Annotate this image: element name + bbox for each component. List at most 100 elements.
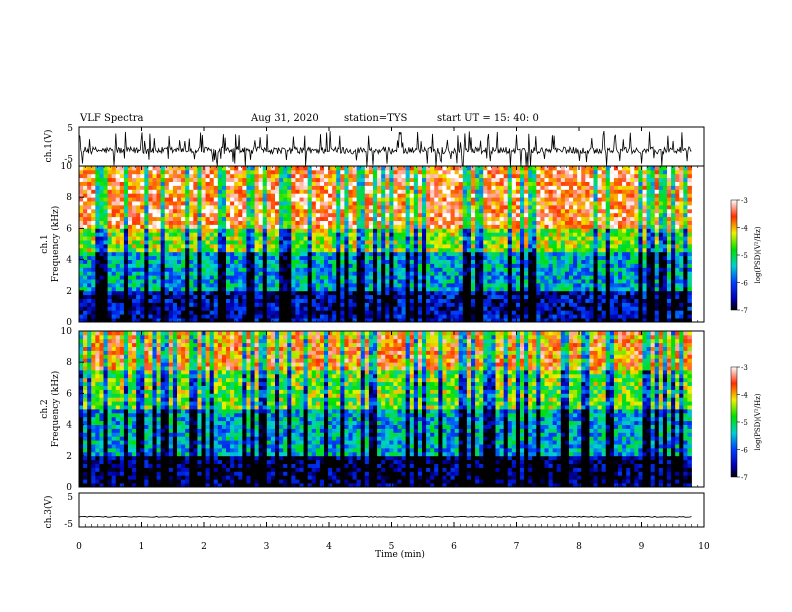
ch1-spectrogram-cell	[560, 290, 566, 296]
ch1-spectrogram-cell	[270, 232, 276, 237]
ch1-spectrogram-cell	[262, 318, 268, 323]
ch1-spectrogram-cell	[132, 263, 137, 268]
ch1-spectrogram-cell	[499, 306, 505, 311]
ch1-spectrogram-cell	[401, 302, 407, 307]
ch1-spectrogram-cell	[364, 212, 370, 218]
ch1-spectrogram-cell	[287, 318, 292, 323]
ch1-spectrogram-cell	[168, 189, 174, 194]
ch1-spectrogram-cell	[560, 208, 566, 214]
ch1-spectrogram-cell	[569, 318, 574, 323]
ch1-spectrogram-cell	[409, 216, 415, 221]
ch1-spectrogram-cell	[368, 216, 374, 221]
ch1-spectrogram-cell	[209, 201, 215, 206]
ch1-spectrogram-cell	[295, 298, 300, 303]
ch1-spectrogram-cell	[246, 244, 251, 249]
ch1-spectrogram-cell	[475, 185, 480, 190]
ch1-spectrogram-cell	[507, 279, 513, 284]
ch1-spectrogram-cell	[573, 286, 578, 292]
ch1-spectrogram-cell	[573, 275, 578, 280]
ch1-spectrogram-cell	[364, 216, 370, 221]
ch1-spectrogram-cell	[393, 201, 398, 206]
ch1-spectrogram-cell	[520, 298, 525, 303]
ch1-spectrogram-cell	[356, 271, 362, 276]
ch1-spectrogram-cell	[201, 173, 206, 179]
ch1-spectrogram-cell	[123, 290, 129, 296]
ch1-spectrogram-cell	[409, 247, 415, 253]
ch1-spectrogram-cell	[381, 181, 386, 186]
ch1-spectrogram-cell	[79, 275, 84, 280]
ch1-spectrogram-cell	[103, 228, 108, 233]
ch1-spectrogram-cell	[454, 286, 460, 292]
ch1-spectrogram-cell	[381, 251, 386, 257]
ch1-spectrogram-cell	[291, 306, 296, 311]
ch1-spectrogram-cell	[458, 244, 464, 249]
ch1-spectrogram-cell	[560, 279, 566, 284]
ch1-spectrogram-cell	[548, 205, 554, 210]
ch1-spectrogram-cell	[168, 310, 174, 315]
ch1-spectrogram-cell	[368, 298, 374, 303]
ch1-spectrogram-cell	[132, 236, 137, 241]
ch1-spectrogram-cell	[238, 298, 243, 303]
ch1-spectrogram-cell	[393, 271, 398, 276]
ch1-spectrogram-cell	[548, 197, 554, 202]
ch1-spectrogram-cell	[111, 259, 117, 264]
ch1-spectrogram-cell	[119, 236, 125, 241]
ch1-spectrogram-cell	[569, 212, 574, 218]
ch1-spectrogram-cell	[140, 197, 145, 202]
ch1-spectrogram-cell	[181, 205, 186, 210]
ch1-spectrogram-cell	[226, 318, 231, 323]
ch1-spectrogram-cell	[111, 271, 117, 276]
ch1-spectrogram-cell	[99, 232, 104, 237]
ch1-spectrogram-cell	[258, 201, 264, 206]
ch1-spectrogram-cell	[266, 185, 272, 190]
ch1-spectrogram-cell	[577, 267, 582, 272]
ch1-spectrogram-cell	[569, 185, 574, 190]
ch1-spectrogram-cell	[385, 279, 390, 284]
ch1-spectrogram-cell	[250, 189, 255, 194]
ch1-spectrogram-cell	[401, 259, 407, 264]
ch1-spectrogram-cell	[397, 271, 402, 276]
ch1-spectrogram-cell	[458, 318, 464, 323]
ch1-spectrogram-cell	[189, 306, 194, 311]
ch1-spectrogram-cell	[303, 306, 309, 311]
ch1-spectrogram-cell	[540, 283, 545, 288]
ch1-spectrogram-cell	[299, 247, 304, 253]
ch1-spectrogram-cell	[319, 236, 325, 241]
ch1-spectrogram-cell	[483, 294, 488, 299]
ch1-spectrogram-cell	[560, 263, 566, 268]
ch1-spectrogram-cell	[552, 298, 558, 303]
ch1-spectrogram-cell	[581, 271, 586, 276]
ch1-spectrogram-cell	[185, 318, 190, 323]
ch1-spectrogram-cell	[91, 208, 96, 214]
ch1-spectrogram-cell	[462, 283, 468, 288]
ch1-spectrogram-cell	[299, 283, 304, 288]
ch1-spectrogram-cell	[475, 298, 480, 303]
ch1-spectrogram-cell	[352, 212, 358, 218]
ch1-spectrogram-cell	[238, 267, 243, 272]
ch1-spectrogram-cell	[291, 298, 296, 303]
ch1-spectrogram-cell	[495, 212, 500, 218]
ch1-spectrogram-cell	[140, 228, 145, 233]
ch1-spectrogram-cell	[189, 290, 194, 296]
ch1-spectrogram-cell	[144, 201, 149, 206]
ch1-spectrogram-cell	[136, 302, 141, 307]
ch1-spectrogram-cell	[573, 236, 578, 241]
ch1-spectrogram-cell	[446, 208, 451, 214]
ch1-spectrogram-cell	[405, 271, 411, 276]
ch1-spectrogram-cell	[515, 267, 521, 272]
ch1-spectrogram-cell	[136, 271, 141, 276]
ch1-spectrogram-cell	[556, 201, 562, 206]
ch1-spectrogram-cell	[499, 166, 505, 171]
ch1-spectrogram-cell	[226, 259, 231, 264]
ch1-spectrogram-cell	[405, 302, 411, 307]
ch1-spectrogram-cell	[556, 267, 562, 272]
ch1-spectrogram-cell	[479, 290, 484, 296]
ch1-spectrogram-cell	[123, 310, 129, 315]
ch1-spectrogram-cell	[442, 314, 447, 319]
ch1-spectrogram-cell	[356, 236, 362, 241]
ch1-spectrogram-cell	[99, 193, 104, 198]
ch1-spectrogram-cell	[524, 244, 529, 249]
ch1-spectrogram-cell	[434, 271, 439, 276]
ch1-spectrogram-cell	[422, 310, 427, 315]
ch1-spectrogram-cell	[373, 220, 378, 225]
